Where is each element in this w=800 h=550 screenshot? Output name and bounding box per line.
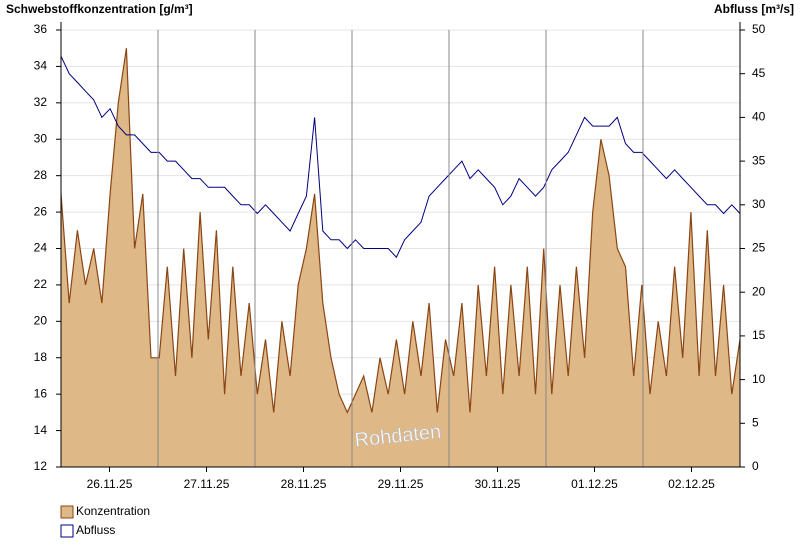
legend-swatch — [60, 524, 74, 538]
x-tick-label: 02.12.25 — [668, 477, 715, 491]
line — [60, 55, 741, 259]
legend-label: Konzentration — [76, 504, 150, 518]
y-tick-label: 12 — [34, 459, 48, 473]
y2-tick-label: 20 — [752, 284, 766, 298]
y2-tick-label: 15 — [752, 328, 766, 342]
y-tick-label: 16 — [34, 386, 48, 400]
x-tick-label: 29.11.25 — [378, 477, 424, 491]
y-tick-label: 34 — [34, 59, 48, 73]
y-tick-label: 24 — [34, 241, 48, 255]
x-tick-label: 27.11.25 — [184, 477, 230, 491]
y2-tick-label: 5 — [752, 415, 759, 429]
y2-tick-label: 10 — [752, 372, 766, 386]
x-tick-label: 01.12.25 — [571, 477, 618, 491]
y-axis-title: Schwebstoffkonzentration [g/m³] — [6, 2, 193, 16]
y2-tick-label: 25 — [752, 241, 766, 255]
area-edge — [60, 48, 741, 414]
y-tick-label: 18 — [34, 350, 48, 364]
y-tick-label: 26 — [34, 204, 48, 218]
area-fill — [61, 48, 740, 467]
y-tick-label: 20 — [34, 314, 48, 328]
y2-tick-label: 45 — [752, 66, 766, 80]
y-tick-label: 30 — [34, 131, 48, 145]
y2-tick-label: 30 — [752, 197, 766, 211]
y-tick-label: 28 — [34, 168, 48, 182]
x-tick-label: 28.11.25 — [281, 477, 327, 491]
y2-tick-label: 40 — [752, 110, 766, 124]
y2-axis-title: Abfluss [m³/s] — [714, 2, 794, 16]
y2-tick-label: 0 — [752, 459, 759, 473]
y2-tick-label: 35 — [752, 153, 766, 167]
x-tick-label: 30.11.25 — [475, 477, 521, 491]
y-tick-label: 36 — [34, 22, 48, 36]
y-tick-label: 22 — [34, 277, 48, 291]
y-tick-label: 32 — [34, 95, 48, 109]
legend-swatch — [60, 505, 74, 519]
x-tick-label: 26.11.25 — [87, 477, 133, 491]
y2-tick-label: 50 — [752, 22, 766, 36]
legend-label: Abfluss — [76, 523, 115, 537]
y-tick-label: 14 — [34, 423, 48, 437]
